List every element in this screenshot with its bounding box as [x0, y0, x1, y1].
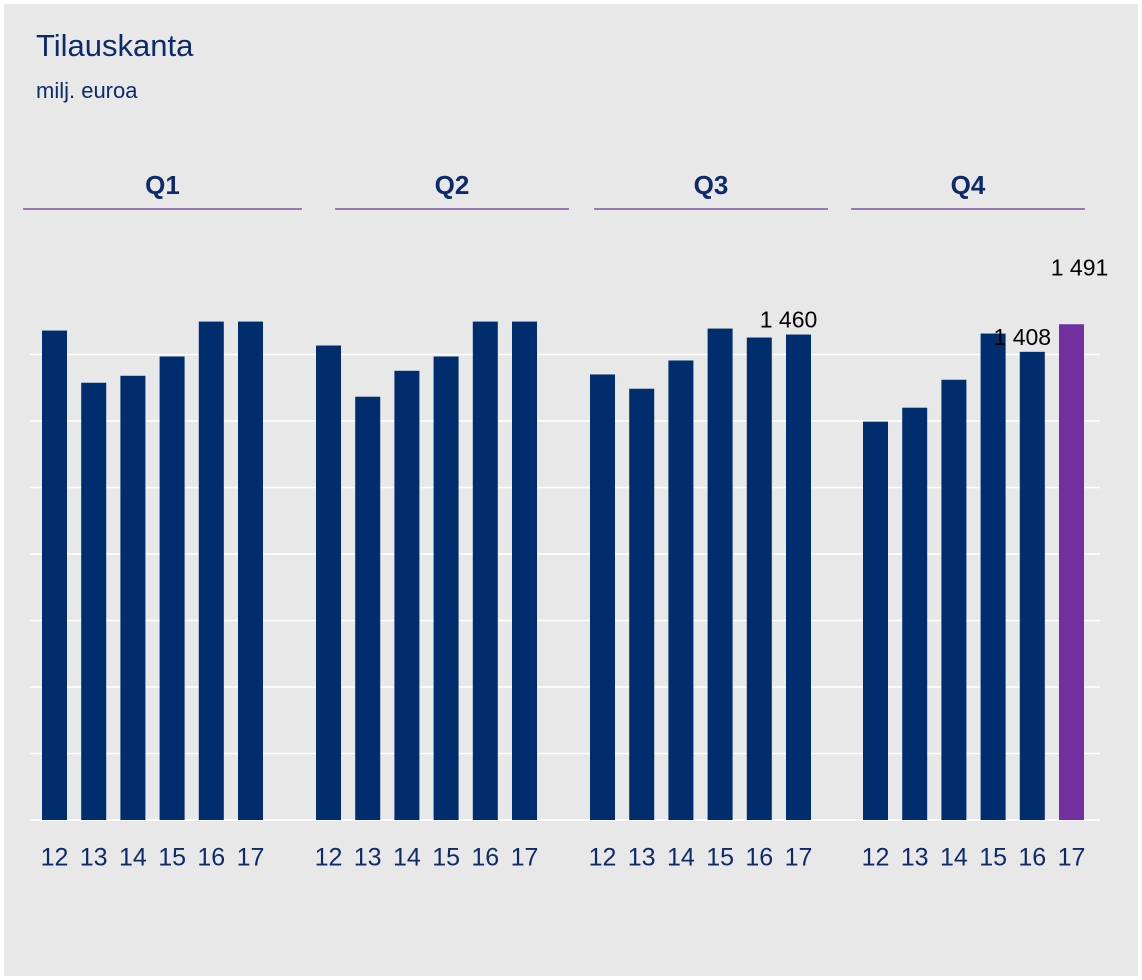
- bar: [120, 375, 146, 820]
- bar: [238, 321, 263, 820]
- x-tick-label: 14: [667, 844, 695, 872]
- x-tick-label: 12: [315, 844, 343, 872]
- x-tick-label: 15: [979, 844, 1007, 872]
- group-label: Q4: [951, 170, 986, 200]
- x-tick-label: 14: [940, 844, 968, 872]
- x-tick-label: 17: [1058, 844, 1086, 872]
- x-tick-label: 15: [706, 844, 734, 872]
- bar: [472, 321, 498, 820]
- bar: [512, 321, 537, 820]
- x-tick-label: 14: [393, 844, 421, 872]
- x-tick-label: 15: [158, 844, 186, 872]
- bar: [590, 374, 615, 820]
- data-label: 1 460: [760, 307, 818, 333]
- x-tick-label: 14: [119, 844, 147, 872]
- x-tick-label: 13: [354, 844, 382, 872]
- group-label: Q2: [435, 170, 470, 200]
- x-tick-label: 13: [80, 844, 108, 872]
- x-tick-label: 17: [237, 844, 265, 872]
- bar: [629, 388, 655, 820]
- bar: [433, 356, 459, 820]
- group-label: Q3: [694, 170, 729, 200]
- bar: [1059, 324, 1084, 820]
- group-label: Q1: [145, 170, 180, 200]
- x-tick-label: 15: [432, 844, 460, 872]
- x-tick-label: 17: [785, 844, 813, 872]
- bar: [355, 396, 381, 820]
- x-tick-label: 13: [628, 844, 656, 872]
- chart-subtitle: milj. euroa: [36, 78, 138, 103]
- bar: [394, 370, 420, 820]
- bar: [707, 328, 733, 820]
- bar: [1019, 351, 1045, 820]
- bar: [902, 407, 928, 820]
- data-label: 1 491: [1051, 254, 1109, 280]
- bar: [980, 333, 1006, 820]
- x-tick-label: 13: [901, 844, 929, 872]
- bar: [198, 321, 224, 820]
- bar: [42, 330, 67, 820]
- bar: [746, 337, 772, 820]
- x-tick-label: 16: [197, 844, 225, 872]
- bar: [668, 360, 694, 820]
- bar: [316, 345, 341, 820]
- bar: [81, 382, 107, 820]
- x-tick-label: 17: [511, 844, 539, 872]
- data-label: 1 408: [994, 324, 1052, 350]
- x-tick-label: 12: [41, 844, 69, 872]
- x-tick-label: 12: [862, 844, 890, 872]
- bar: [941, 379, 967, 820]
- bar: [786, 334, 811, 820]
- x-tick-label: 16: [745, 844, 773, 872]
- chart-title: Tilauskanta: [36, 28, 194, 63]
- x-tick-label: 16: [471, 844, 499, 872]
- bar: [863, 421, 888, 820]
- x-tick-label: 16: [1018, 844, 1046, 872]
- x-tick-label: 12: [589, 844, 617, 872]
- bar: [159, 356, 185, 820]
